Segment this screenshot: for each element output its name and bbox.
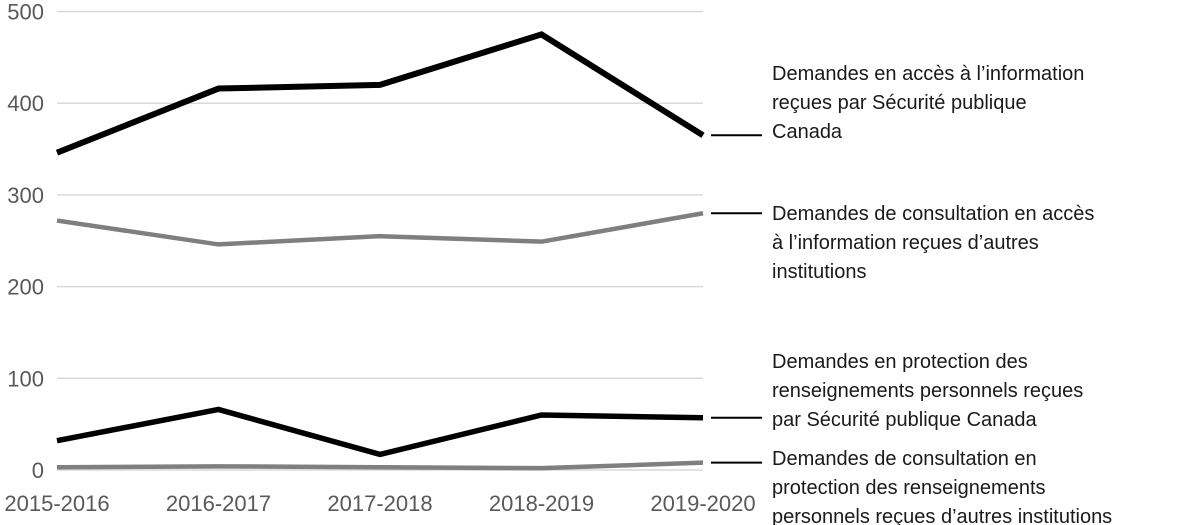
legend-label-ati-requests: Demandes en accès à l’information reçues… bbox=[772, 63, 1085, 143]
legend-label-ati-consultations: Demandes de consultation en accès à l’in… bbox=[772, 203, 1095, 283]
series-line-2 bbox=[56, 406, 704, 458]
y-tick-label-0: 0 bbox=[32, 458, 44, 483]
y-tick-label-500: 500 bbox=[7, 0, 44, 25]
series-line-0 bbox=[55, 31, 705, 156]
series-line-1 bbox=[56, 211, 704, 247]
x-tick-label-2018-2019: 2018-2019 bbox=[489, 491, 594, 516]
y-tick-label-400: 400 bbox=[7, 91, 44, 116]
legend-label-privacy-requests: Demandes en protection des renseignement… bbox=[772, 351, 1084, 431]
x-tick-label-2016-2017: 2016-2017 bbox=[166, 491, 271, 516]
y-tick-label-100: 100 bbox=[7, 366, 44, 391]
y-tick-label-300: 300 bbox=[7, 183, 44, 208]
legend-label-privacy-consultations: Demandes de consultation en protection d… bbox=[772, 448, 1113, 525]
x-tick-label-2015-2016: 2015-2016 bbox=[4, 491, 109, 516]
x-tick-label-2019-2020: 2019-2020 bbox=[650, 491, 755, 516]
x-tick-label-2017-2018: 2017-2018 bbox=[327, 491, 432, 516]
series-line-3 bbox=[56, 460, 704, 471]
y-tick-label-200: 200 bbox=[7, 275, 44, 300]
